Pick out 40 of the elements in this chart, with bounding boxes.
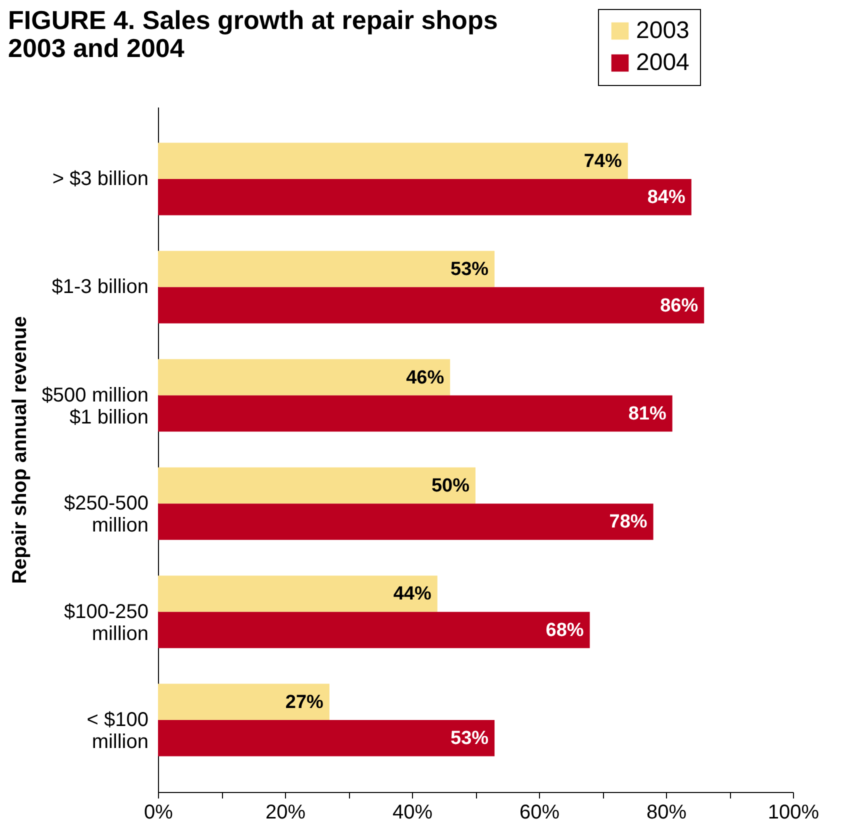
data-label: 53%: [450, 259, 489, 280]
y-tick-label: $250-500 million: [64, 492, 148, 537]
data-label: 74%: [584, 150, 622, 172]
y-tick-label: < $100 million: [86, 709, 148, 754]
data-label: 50%: [431, 475, 470, 496]
data-label: 81%: [628, 404, 666, 425]
data-label: 78%: [609, 512, 648, 533]
x-tick-label: 100%: [768, 802, 820, 824]
legend-label: 2003: [636, 17, 690, 44]
bar: [158, 504, 654, 540]
data-label: 86%: [660, 295, 698, 316]
x-tick-label: 80%: [646, 802, 687, 824]
data-label: 27%: [285, 692, 324, 713]
bar: [158, 178, 692, 216]
data-label: 68%: [546, 620, 584, 641]
y-tick-label: $100-250 million: [64, 600, 148, 645]
y-tick-label: $500 million $1 billion: [42, 384, 148, 428]
x-tick-label: 0%: [144, 802, 174, 824]
y-axis-title: Repair shop annual revenue: [8, 316, 31, 584]
data-label: 46%: [406, 367, 444, 388]
data-label: 84%: [647, 187, 686, 208]
bar: [158, 395, 672, 432]
data-label: 53%: [450, 728, 489, 750]
x-tick-label: 40%: [392, 802, 433, 824]
bar: [158, 612, 590, 648]
chart-title: FIGURE 4. Sales growth at repair shops 2003 and 2004: [8, 5, 498, 63]
bar: [158, 720, 495, 756]
legend-label: 2004: [636, 49, 690, 76]
bar: [158, 142, 628, 179]
bar: [158, 467, 476, 504]
x-tick-label: 60%: [519, 802, 560, 824]
bar: [158, 576, 438, 612]
bar: [158, 287, 704, 324]
bar: [158, 250, 495, 288]
data-label: 44%: [393, 584, 432, 605]
y-tick-label: > $3 billion: [52, 168, 148, 190]
x-tick-label: 20%: [265, 802, 306, 824]
bar: [158, 359, 450, 396]
bar: [158, 684, 330, 720]
y-tick-label: $1-3 billion: [52, 276, 148, 298]
